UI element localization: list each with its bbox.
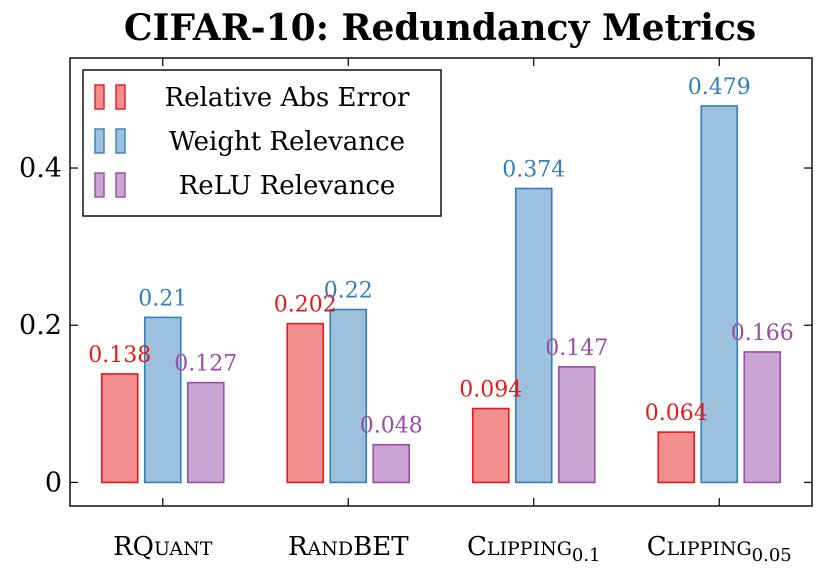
data-label: 0.138 xyxy=(88,343,151,368)
category-label: CLIPPING0.05 xyxy=(647,532,792,566)
bar-relu-relevance-1 xyxy=(372,443,411,484)
bar-weight-relevance-1 xyxy=(329,308,368,484)
legend-entry: Relative Abs Error xyxy=(165,83,410,113)
bar-weight-relevance-2 xyxy=(514,187,553,484)
category-label: RQUANT xyxy=(113,532,213,562)
data-label: 0.479 xyxy=(688,75,751,100)
data-label: 0.166 xyxy=(731,321,794,346)
legend-swatch xyxy=(94,172,105,198)
legend-swatch xyxy=(94,128,105,154)
plot-frame xyxy=(69,57,813,507)
legend-box xyxy=(82,69,442,217)
data-label: 0.202 xyxy=(274,293,337,318)
data-label: 0.127 xyxy=(174,352,237,377)
bar-relative-abs-error-3 xyxy=(657,431,696,484)
bar-relu-relevance-2 xyxy=(557,366,596,484)
legend-swatch xyxy=(115,128,126,154)
data-label: 0.094 xyxy=(459,378,522,403)
legend-entry: ReLU Relevance xyxy=(179,171,396,201)
y-tick-label: 0.2 xyxy=(19,310,62,341)
category-label: RANDBET xyxy=(288,532,409,562)
y-tick-label: 0 xyxy=(45,467,62,498)
data-label: 0.147 xyxy=(545,336,608,361)
bar-weight-relevance-3 xyxy=(700,105,739,484)
bar-relu-relevance-0 xyxy=(186,381,225,484)
bar-relative-abs-error-1 xyxy=(286,322,325,484)
category-label: CLIPPING0.1 xyxy=(467,532,601,566)
data-label: 0.064 xyxy=(645,401,708,426)
bar-weight-relevance-0 xyxy=(143,316,182,484)
legend-entry: Weight Relevance xyxy=(169,127,405,157)
data-label: 0.22 xyxy=(324,279,373,304)
data-label: 0.374 xyxy=(502,157,565,182)
legend-swatch xyxy=(115,84,126,110)
chart-title: CIFAR-10: Redundancy Metrics xyxy=(124,7,756,49)
bar-relative-abs-error-2 xyxy=(471,407,510,484)
legend-swatch xyxy=(115,172,126,198)
y-tick-label: 0.4 xyxy=(19,153,62,184)
data-label: 0.21 xyxy=(138,286,187,311)
data-label: 0.048 xyxy=(360,414,423,439)
bar-relu-relevance-3 xyxy=(743,351,782,484)
bar-relative-abs-error-0 xyxy=(100,373,139,484)
legend-swatch xyxy=(94,84,105,110)
